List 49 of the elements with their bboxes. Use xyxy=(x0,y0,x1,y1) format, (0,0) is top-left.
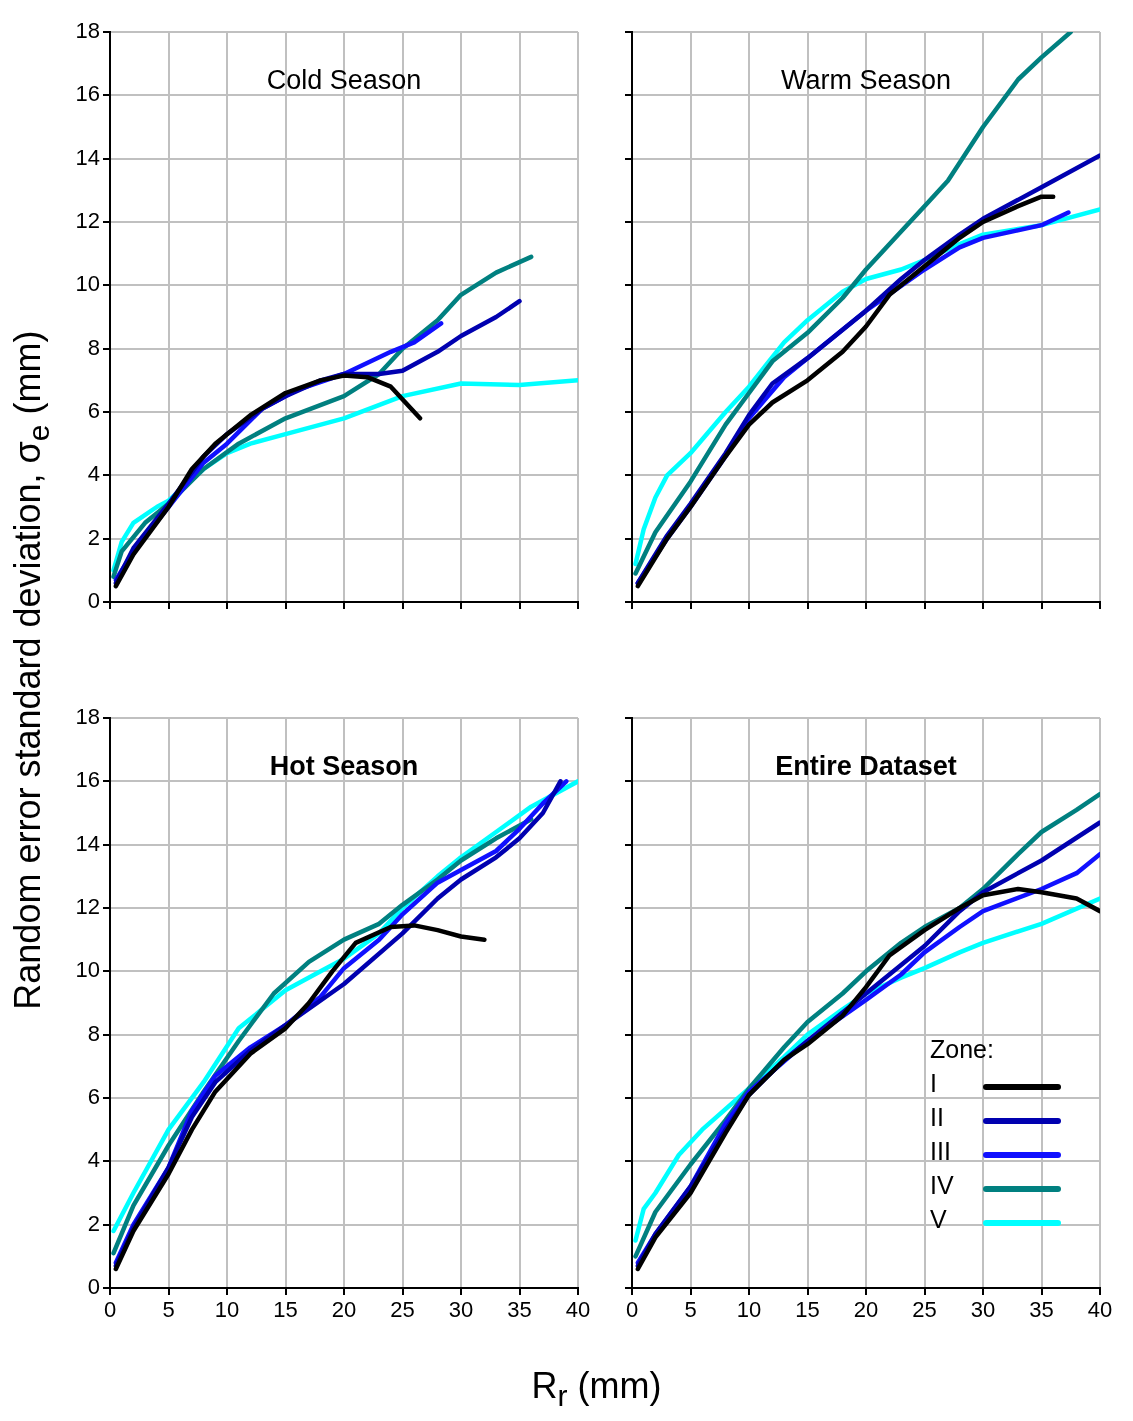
y-tick-label: 16 xyxy=(75,81,100,107)
x-tick-label: 40 xyxy=(1087,1297,1113,1323)
y-tick-label: 2 xyxy=(87,524,100,550)
x-axis-title: R$_{r}$ (mm) xyxy=(530,1365,663,1414)
x-tick-label: 10 xyxy=(736,1297,762,1323)
y-tick-label: 10 xyxy=(75,271,100,297)
y-tick-label: 4 xyxy=(87,1147,100,1173)
x-tick-label: 20 xyxy=(853,1297,879,1323)
y-tick-label: 12 xyxy=(75,208,100,234)
legend-title: Zone: xyxy=(930,1034,994,1063)
y-tick-label: 10 xyxy=(75,957,100,983)
x-tick-label: 25 xyxy=(390,1297,415,1323)
y-tick-label: 0 xyxy=(87,1274,100,1300)
legend-label: I xyxy=(930,1068,937,1097)
y-tick-label: 6 xyxy=(87,398,100,424)
text: Hot Season xyxy=(269,751,419,782)
x-tick-label: 30 xyxy=(970,1297,996,1323)
x-tick-label: 35 xyxy=(507,1297,532,1323)
y-tick-label: 12 xyxy=(75,894,100,920)
x-tick-label: 20 xyxy=(331,1297,357,1323)
x-tick-label: 30 xyxy=(448,1297,474,1323)
text: Warm Season xyxy=(780,65,952,96)
text: Entire Dataset xyxy=(775,751,957,782)
y-tick-label: 14 xyxy=(75,830,100,856)
x-tick-label: 15 xyxy=(795,1297,820,1323)
y-tick-label: 16 xyxy=(75,767,100,793)
legend-label: V xyxy=(930,1204,947,1233)
x-tick-label: 10 xyxy=(214,1297,240,1323)
y-tick-label: 8 xyxy=(87,1020,100,1046)
legend-label: III xyxy=(930,1136,951,1165)
legend-label: II xyxy=(930,1102,944,1131)
x-tick-label: 25 xyxy=(912,1297,937,1323)
x-tick-label: 40 xyxy=(565,1297,591,1323)
y-tick-label: 18 xyxy=(75,704,100,730)
y-tick-label: 2 xyxy=(87,1210,100,1236)
x-tick-label: 35 xyxy=(1029,1297,1054,1323)
legend-label: IV xyxy=(930,1170,954,1199)
y-tick-label: 18 xyxy=(75,18,100,44)
y-tick-label: 8 xyxy=(87,334,100,360)
y-tick-label: 4 xyxy=(87,461,100,487)
x-tick-label: 5 xyxy=(684,1297,697,1323)
y-tick-label: 14 xyxy=(75,144,100,170)
text: Cold Season xyxy=(266,65,422,96)
x-tick-label: 15 xyxy=(273,1297,298,1323)
y-tick-label: 6 xyxy=(87,1084,100,1110)
x-tick-label: 5 xyxy=(162,1297,175,1323)
x-tick-label: 0 xyxy=(103,1297,117,1323)
y-tick-label: 0 xyxy=(87,588,100,614)
x-tick-label: 0 xyxy=(625,1297,639,1323)
